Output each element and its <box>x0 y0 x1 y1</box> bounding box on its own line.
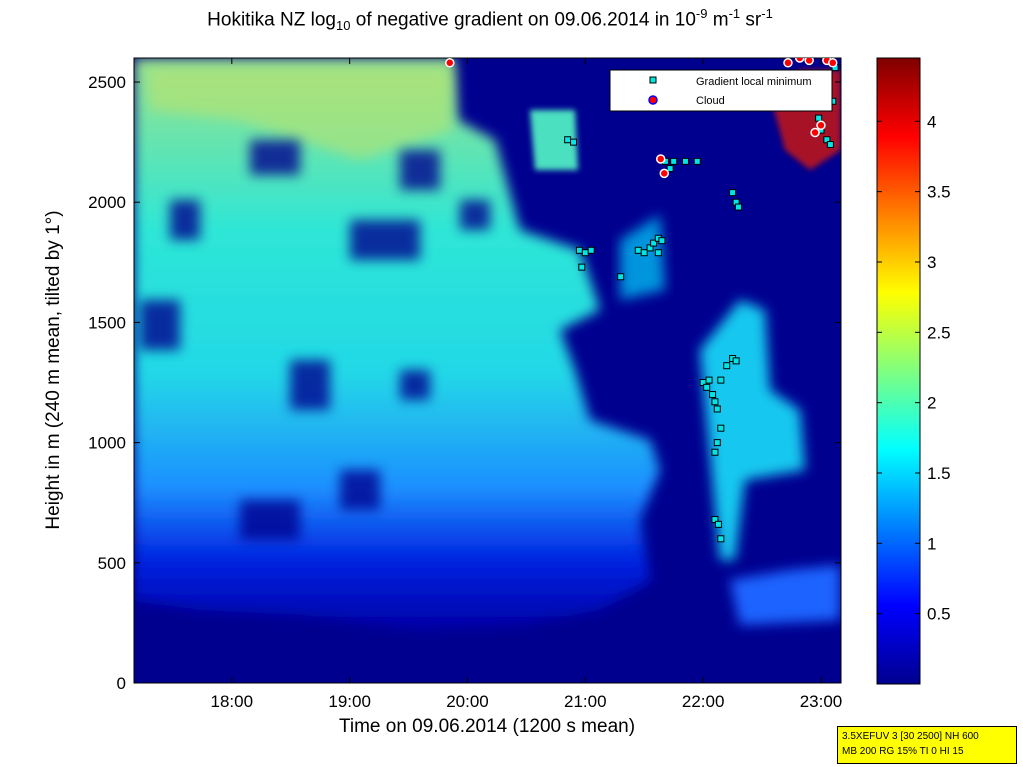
gradient-minimum-point <box>705 376 713 384</box>
x-tick-label: 19:00 <box>328 692 371 711</box>
colorbar-tick-label: 3 <box>927 253 936 272</box>
gradient-minimum-point <box>658 237 666 245</box>
cloud-point <box>810 127 820 138</box>
legend-label-cloud: Cloud <box>696 95 725 107</box>
gradient-minimum-point <box>823 136 831 144</box>
gradient-minimum-point <box>734 203 742 211</box>
legend-label-gradient-minimum: Gradient local minimum <box>696 76 812 88</box>
gradient-minimum-point <box>703 383 711 391</box>
gradient-minimum-point <box>575 246 583 254</box>
gradient-minimum-point <box>693 157 701 165</box>
chart-title: Hokitika NZ log10 of negative gradient o… <box>207 6 773 34</box>
gradient-minimum-point <box>815 114 823 122</box>
plot-frame <box>133 57 842 684</box>
gradient-minimum-point <box>717 424 725 432</box>
gradient-minimum-point <box>717 376 725 384</box>
gradient-minimum-point <box>826 141 834 149</box>
gradient-minimum-point <box>666 165 674 173</box>
gradient-minimum-point <box>570 138 578 146</box>
gradient-minimum-point <box>654 249 662 257</box>
gradient-minimum-point <box>581 249 589 257</box>
colorbar-tick-label: 3.5 <box>927 183 951 202</box>
gradient-minimum-point <box>711 516 719 524</box>
cloud-point <box>804 58 814 66</box>
y-tick-label: 2000 <box>88 193 126 212</box>
gradient-minimum-point <box>723 362 731 370</box>
x-axis-label: Time on 09.06.2014 (1200 s mean) <box>338 716 636 737</box>
x-tick-label: 21:00 <box>564 692 607 711</box>
x-tick-label: 20:00 <box>446 692 489 711</box>
y-tick-label: 0 <box>117 674 126 693</box>
cloud-markers <box>445 58 838 179</box>
gradient-minimum-point <box>709 391 717 399</box>
colorbar-tick-label: 2.5 <box>927 323 951 342</box>
cloud-point <box>828 58 838 68</box>
gradient-minimum-point <box>564 136 572 144</box>
gradient-minimum-point <box>650 239 658 247</box>
x-tick-label: 22:00 <box>682 692 725 711</box>
cloud-point <box>783 58 793 68</box>
cloud-point <box>816 120 826 131</box>
gradient-minimum-point <box>713 439 721 447</box>
gradient-minimum-point <box>681 157 689 165</box>
legend-marker-gradient-minimum <box>649 76 657 84</box>
gradient-minimum-point <box>732 357 740 365</box>
x-tick-label: 23:00 <box>800 692 843 711</box>
colorbar-tick-label: 4 <box>927 112 936 131</box>
gradient-minimum-point <box>617 273 625 281</box>
colorbar-tick-label: 0.5 <box>927 605 951 624</box>
gradient-minimum-point <box>711 398 719 406</box>
y-tick-label: 2500 <box>88 73 126 92</box>
gradient-minimum-markers <box>564 64 839 543</box>
colorbar-tick-label: 1.5 <box>927 464 951 483</box>
gradient-minimum-point <box>713 405 721 413</box>
y-tick-label: 1500 <box>88 313 126 332</box>
cloud-point <box>795 58 805 63</box>
legend: Gradient local minimum Cloud <box>609 69 833 112</box>
gradient-minimum-point <box>646 244 654 252</box>
info-line-2: MB 200 RG 15% TI 0 HI 15 <box>842 746 964 757</box>
colorbar-tick-label: 1 <box>927 534 936 553</box>
gradient-minimum-point <box>670 157 678 165</box>
cloud-point <box>659 168 669 179</box>
parameter-info-box: 3.5XEFUV 3 [30 2500] NH 600 MB 200 RG 15… <box>837 726 1017 764</box>
gradient-minimum-point <box>717 535 725 543</box>
gradient-minimum-point <box>729 189 737 197</box>
colorbar: 0.5 1 1.5 2 2.5 3 3.5 4 <box>876 57 951 685</box>
gradient-minimum-point <box>711 448 719 456</box>
gradient-minimum-point <box>578 263 586 271</box>
gradient-minimum-point <box>640 249 648 257</box>
y-axis: 0 500 1000 1500 2000 2500 <box>88 73 841 693</box>
x-axis: 18:00 19:00 20:00 21:00 22:00 23:00 <box>211 58 843 711</box>
heatmap-field <box>134 58 841 683</box>
gradient-minimum-point <box>714 520 722 528</box>
colorbar-tick-label: 2 <box>927 394 936 413</box>
legend-marker-cloud <box>648 95 658 105</box>
cloud-point <box>655 154 666 164</box>
y-tick-label: 500 <box>98 554 126 573</box>
gradient-minimum-point <box>634 246 642 254</box>
x-tick-label: 18:00 <box>211 692 254 711</box>
gradient-minimum-point <box>587 246 595 254</box>
y-tick-label: 1000 <box>88 434 126 453</box>
cloud-point <box>445 58 455 68</box>
info-line-1: 3.5XEFUV 3 [30 2500] NH 600 <box>842 731 979 742</box>
